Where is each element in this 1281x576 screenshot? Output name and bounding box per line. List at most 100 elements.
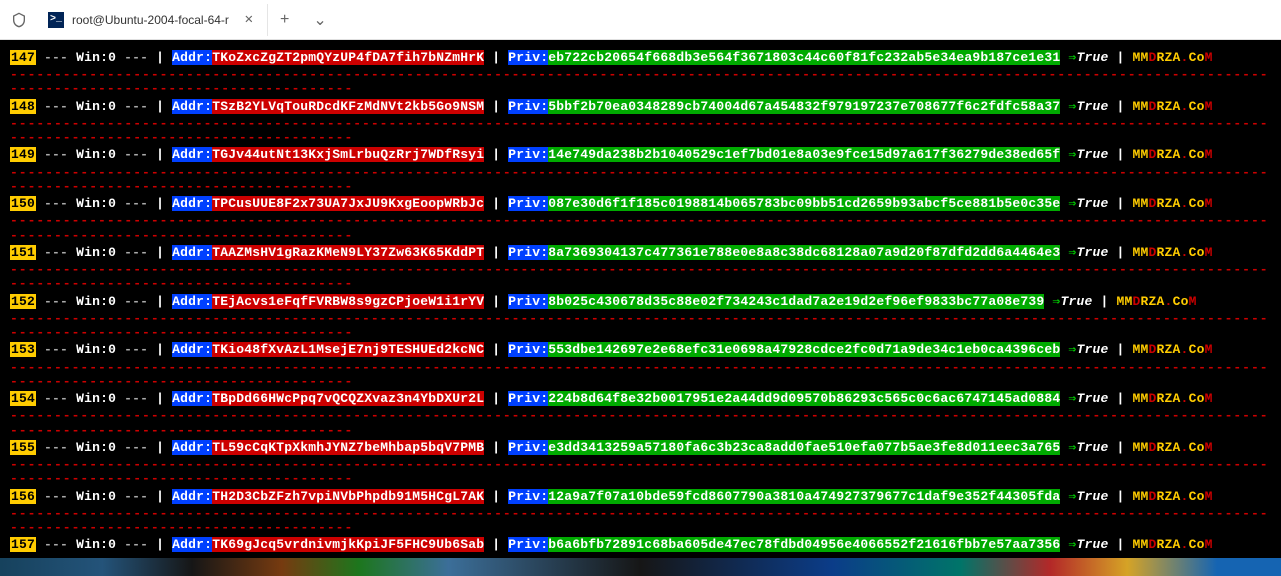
result-value: True [1076,99,1108,114]
brand-text: . [1181,440,1189,455]
result-value: True [1076,147,1108,162]
priv-value: 224b8d64f8e32b0017951e2a44dd9d09570b8629… [548,391,1060,406]
brand-text: D [1149,50,1157,65]
output-row: 154 --- Win:0 --- | Addr:TBpDd66HWcPpq7v… [10,389,1271,409]
priv-value: 553dbe142697e2e68efc31e0698a47928cdce2fc… [548,342,1060,357]
pipe: | [156,99,164,114]
new-tab-button[interactable]: + [268,11,301,29]
separator-line: ----------------------------------------… [10,68,1271,97]
output-row: 149 --- Win:0 --- | Addr:TGJv44utNt13Kxj… [10,145,1271,165]
dash: --- [124,440,148,455]
dash: --- [124,245,148,260]
line-number: 153 [10,342,36,357]
addr-label: Addr: [172,342,212,357]
priv-label: Priv: [508,50,548,65]
brand-text: Co [1189,342,1205,357]
pipe: | [156,342,164,357]
brand-text: Co [1189,99,1205,114]
separator-line: ----------------------------------------… [10,263,1271,292]
pipe: | [156,294,164,309]
pipe: | [1116,196,1124,211]
win-value: 0 [108,391,116,406]
terminal-tab[interactable]: >_ root@Ubuntu-2004-focal-64-r ✕ [38,4,268,36]
pipe: | [156,440,164,455]
dash: --- [124,50,148,65]
priv-value: 14e749da238b2b1040529c1ef7bd01e8a03e9fce… [548,147,1060,162]
brand-text: D [1149,99,1157,114]
brand-text: . [1181,391,1189,406]
tab-dropdown-button[interactable]: ⌄ [301,10,338,30]
brand-text: MM [1133,50,1149,65]
pipe: | [492,489,500,504]
window-titlebar: >_ root@Ubuntu-2004-focal-64-r ✕ + ⌄ [0,0,1281,40]
brand-text: MM [1117,294,1133,309]
brand-text: Co [1189,537,1205,552]
brand-text: Co [1189,147,1205,162]
shield-icon [0,12,38,28]
addr-value: TPCusUUE8F2x73UA7JxJU9KxgEoopWRbJc [212,196,484,211]
brand-text: D [1149,537,1157,552]
result-value: True [1060,294,1092,309]
priv-label: Priv: [508,245,548,260]
separator-line: ----------------------------------------… [10,312,1271,341]
pipe: | [1116,245,1124,260]
pipe: | [492,99,500,114]
output-row: 157 --- Win:0 --- | Addr:TK69gJcq5vrdniv… [10,535,1271,555]
output-row: 151 --- Win:0 --- | Addr:TAAZMsHV1gRazKM… [10,243,1271,263]
dash: --- [124,537,148,552]
output-row: 150 --- Win:0 --- | Addr:TPCusUUE8F2x73U… [10,194,1271,214]
win-value: 0 [108,99,116,114]
result-value: True [1076,196,1108,211]
brand-text: RZA [1157,440,1181,455]
brand-text: Co [1189,196,1205,211]
pipe: | [492,294,500,309]
brand-text: Co [1189,245,1205,260]
brand-text: RZA [1157,537,1181,552]
brand-text: M [1205,537,1213,552]
brand-text: M [1205,489,1213,504]
addr-label: Addr: [172,537,212,552]
line-number: 148 [10,99,36,114]
priv-value: 8b025c430678d35c88e02f734243c1dad7a2e19d… [548,294,1044,309]
win-value: 0 [108,537,116,552]
pipe: | [156,50,164,65]
brand-text: Co [1189,391,1205,406]
win-label: Win: [76,294,108,309]
brand-text: . [1181,489,1189,504]
addr-label: Addr: [172,245,212,260]
line-number: 149 [10,147,36,162]
close-tab-icon[interactable]: ✕ [241,11,257,28]
brand-text: D [1149,147,1157,162]
brand-text: RZA [1157,147,1181,162]
brand-text: D [1149,391,1157,406]
addr-label: Addr: [172,489,212,504]
brand-text: D [1149,196,1157,211]
dash: --- [124,147,148,162]
output-row: 147 --- Win:0 --- | Addr:TKoZxcZgZT2pmQY… [10,48,1271,68]
addr-value: TBpDd66HWcPpq7vQCQZXvaz3n4YbDXUr2L [212,391,484,406]
addr-label: Addr: [172,391,212,406]
brand-text: . [1181,196,1189,211]
priv-label: Priv: [508,537,548,552]
brand-text: MM [1133,147,1149,162]
pipe: | [156,245,164,260]
priv-label: Priv: [508,196,548,211]
brand-text: Co [1173,294,1189,309]
win-label: Win: [76,245,108,260]
addr-value: TK69gJcq5vrdnivmjkKpiJF5FHC9Ub6Sab [212,537,484,552]
powershell-icon: >_ [48,12,64,28]
brand-text: MM [1133,537,1149,552]
dash: --- [124,196,148,211]
win-label: Win: [76,440,108,455]
brand-text: M [1189,294,1197,309]
pipe: | [1116,342,1124,357]
priv-label: Priv: [508,147,548,162]
win-value: 0 [108,196,116,211]
addr-value: TH2D3CbZFzh7vpiNVbPhpdb91M5HCgL7AK [212,489,484,504]
dash: --- [124,294,148,309]
taskbar[interactable] [0,558,1281,576]
brand-text: MM [1133,489,1149,504]
win-value: 0 [108,342,116,357]
dash: --- [44,294,68,309]
dash: --- [44,50,68,65]
